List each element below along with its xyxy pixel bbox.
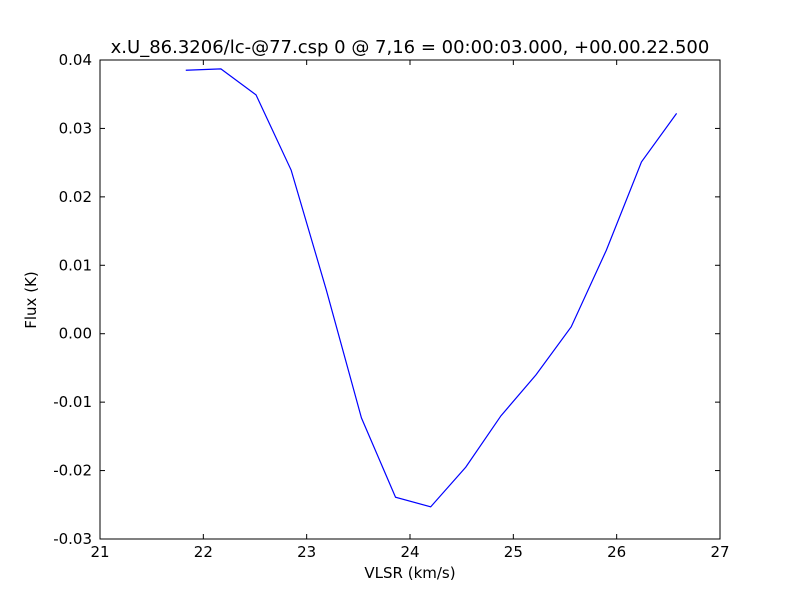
data-line: [185, 68, 678, 508]
x-tick-label: 23: [297, 543, 316, 561]
y-axis-label: Flux (K): [22, 271, 40, 329]
x-tick-label: 27: [710, 543, 729, 561]
chart-title: x.U_86.3206/lc-@77.csp 0 @ 7,16 = 00:00:…: [111, 37, 710, 58]
y-tick-label: 0.01: [59, 256, 92, 274]
y-tick-label: 0.02: [59, 188, 92, 206]
y-tick-label: 0.04: [59, 51, 92, 69]
x-tick-label: 25: [504, 543, 523, 561]
y-tick-label: -0.03: [53, 530, 92, 548]
y-tick-label: 0.03: [59, 119, 92, 137]
x-tick-label: 24: [400, 543, 419, 561]
plot-frame: [99, 59, 721, 540]
x-tick-label: 26: [607, 543, 626, 561]
y-tick-label: -0.01: [53, 393, 92, 411]
x-axis-label: VLSR (km/s): [364, 564, 455, 582]
x-tick-label: 22: [194, 543, 213, 561]
x-tick-label: 21: [90, 543, 109, 561]
y-tick-label: 0.00: [59, 325, 92, 343]
y-tick-label: -0.02: [53, 462, 92, 480]
